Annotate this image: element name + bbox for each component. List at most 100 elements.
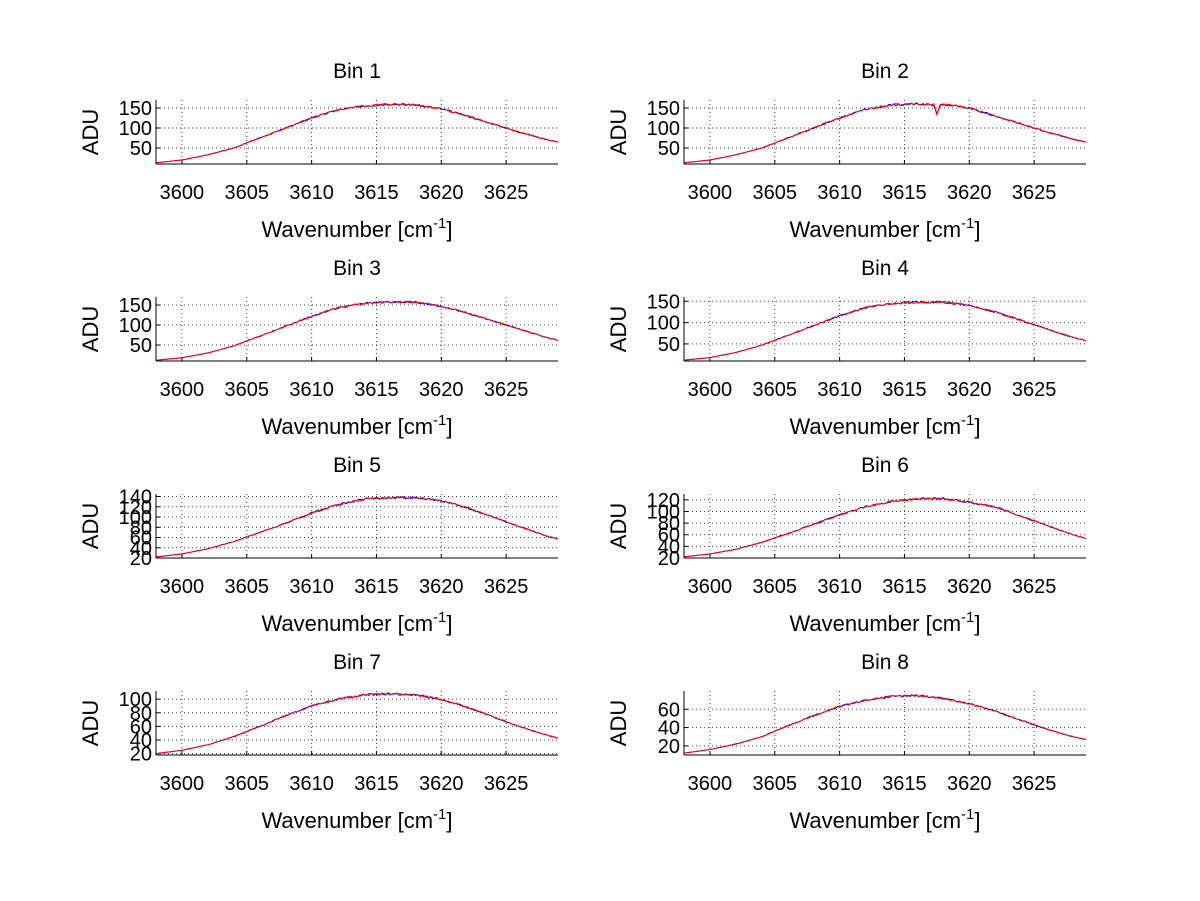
chart-1-xtick-label: 3600 [160, 182, 205, 204]
chart-1-xlabel-end: ] [446, 217, 452, 242]
chart-6-ytick-label: 40 [658, 536, 680, 558]
chart-6-xtick-label: 3610 [817, 576, 862, 598]
chart-8-xtick-label: 3615 [882, 773, 927, 795]
chart-5-xlabel-main: Wavenumber [cm [261, 611, 433, 636]
chart-8-xlabel-sup: -1 [961, 806, 974, 823]
chart-7-ytick-label: 40 [130, 730, 152, 752]
chart-3-series-red [155, 300, 559, 361]
chart-5-xtick-label: 3620 [419, 576, 464, 598]
chart-8-xtick-label: 3610 [817, 773, 862, 795]
chart-7-xlabel: Wavenumber [cm-1] [261, 806, 452, 833]
chart-5-ytick-label: 80 [130, 517, 152, 539]
chart-7-ytick-label: 100 [119, 689, 152, 711]
chart-1-title: Bin 1 [333, 60, 381, 83]
chart-7-xlabel-main: Wavenumber [cm [261, 808, 433, 833]
chart-4-xtick-label: 3620 [947, 379, 992, 401]
chart-2-ylabel: ADU [606, 109, 631, 155]
chart-5-xlabel: Wavenumber [cm-1] [261, 609, 452, 636]
chart-4-ytick-label: 150 [647, 291, 680, 313]
chart-5-xtick-label: 3615 [354, 576, 399, 598]
chart-8-series-red [683, 694, 1087, 754]
chart-5-ytick-label: 60 [130, 528, 152, 550]
chart-2-xlabel: Wavenumber [cm-1] [789, 215, 980, 242]
chart-5-ytick-label: 140 [119, 487, 152, 509]
chart-3-ylabel: ADU [78, 306, 103, 352]
chart-4-xlabel-end: ] [974, 414, 980, 439]
chart-3-xtick-label: 3625 [484, 379, 529, 401]
chart-5-ytick-label: 40 [130, 538, 152, 560]
chart-1-series-red [155, 102, 559, 164]
chart-7-ytick-label: 20 [130, 744, 152, 766]
chart-7-title: Bin 7 [333, 651, 381, 674]
chart-3-xtick-label: 3605 [225, 379, 270, 401]
chart-3-ytick-label: 50 [130, 335, 152, 357]
chart-7-xtick-label: 3600 [160, 773, 205, 795]
chart-5-xtick-label: 3605 [225, 576, 270, 598]
chart-8-ylabel: ADU [606, 700, 631, 746]
chart-6-ytick-label: 100 [647, 501, 680, 523]
chart-2-xtick-label: 3610 [817, 182, 862, 204]
chart-5-xlabel-end: ] [446, 611, 452, 636]
chart-5-xtick-label: 3610 [289, 576, 334, 598]
chart-2-xlabel-main: Wavenumber [cm [789, 217, 961, 242]
chart-2-xtick-label: 3615 [882, 182, 927, 204]
chart-1-xtick-label: 3610 [289, 182, 334, 204]
chart-4-xtick-label: 3615 [882, 379, 927, 401]
chart-6-xtick-label: 3605 [753, 576, 798, 598]
chart-6-ytick-label: 60 [658, 525, 680, 547]
chart-2-series-red [683, 101, 1087, 164]
chart-1-ylabel: ADU [78, 109, 103, 155]
chart-8-ytick-label: 20 [658, 736, 680, 758]
chart-1-ytick-label: 150 [119, 98, 152, 120]
chart-6-xlabel-end: ] [974, 611, 980, 636]
chart-2-xlabel-sup: -1 [961, 215, 974, 232]
chart-2-xtick-label: 3605 [753, 182, 798, 204]
chart-5-ytick-label: 120 [119, 497, 152, 519]
chart-4-title: Bin 4 [861, 257, 909, 280]
chart-4-xtick-label: 3600 [688, 379, 733, 401]
chart-7-series-red [155, 692, 559, 755]
chart-3-xlabel-main: Wavenumber [cm [261, 414, 433, 439]
chart-2-ytick-label: 100 [647, 118, 680, 140]
chart-7-xtick-label: 3605 [225, 773, 270, 795]
chart-1-xlabel: Wavenumber [cm-1] [261, 215, 452, 242]
chart-2-title: Bin 2 [861, 60, 909, 83]
chart-4-ytick-label: 100 [647, 313, 680, 335]
chart-3-xtick-label: 3615 [354, 379, 399, 401]
chart-3-xlabel: Wavenumber [cm-1] [261, 412, 452, 439]
chart-4-xlabel-sup: -1 [961, 412, 974, 429]
chart-1-xtick-label: 3615 [354, 182, 399, 204]
chart-3-ytick-label: 100 [119, 315, 152, 337]
chart-1-xlabel-sup: -1 [433, 215, 446, 232]
chart-2-ytick-label: 150 [647, 98, 680, 120]
chart-3-xtick-label: 3620 [419, 379, 464, 401]
chart-8-xlabel-main: Wavenumber [cm [789, 808, 961, 833]
chart-7-xtick-label: 3610 [289, 773, 334, 795]
chart-3-title: Bin 3 [333, 257, 381, 280]
chart-6-series-red [683, 497, 1087, 558]
chart-6-xlabel-main: Wavenumber [cm [789, 611, 961, 636]
chart-5-xtick-label: 3625 [484, 576, 529, 598]
chart-5-series-red [155, 496, 559, 558]
chart-4-xtick-label: 3625 [1012, 379, 1057, 401]
chart-2-ytick-label: 50 [658, 138, 680, 160]
chart-3-xtick-label: 3610 [289, 379, 334, 401]
chart-4-xlabel-main: Wavenumber [cm [789, 414, 961, 439]
chart-7-ytick-label: 80 [130, 703, 152, 725]
chart-6-xtick-label: 3615 [882, 576, 927, 598]
chart-4-ytick-label: 50 [658, 334, 680, 356]
chart-6-xlabel: Wavenumber [cm-1] [789, 609, 980, 636]
chart-1-xtick-label: 3620 [419, 182, 464, 204]
chart-4-ylabel: ADU [606, 306, 631, 352]
chart-6-title: Bin 6 [861, 454, 909, 477]
chart-7-ytick-label: 60 [130, 716, 152, 738]
chart-6-xtick-label: 3620 [947, 576, 992, 598]
chart-7-xtick-label: 3625 [484, 773, 529, 795]
chart-6-ytick-label: 20 [658, 548, 680, 570]
